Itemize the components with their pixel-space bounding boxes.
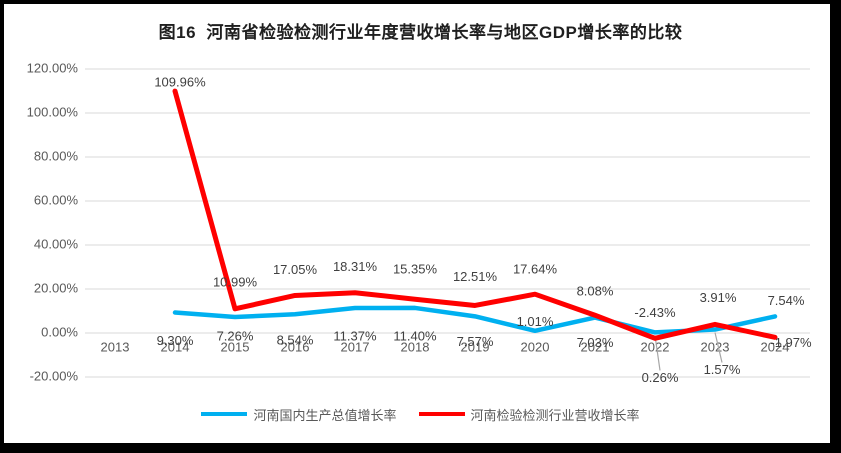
legend-line-swatch — [418, 412, 465, 416]
data-label: 3.91% — [700, 290, 737, 305]
y-axis-tick-label: 120.00% — [27, 60, 79, 75]
x-axis-tick-label: 2016 — [281, 339, 310, 354]
y-axis-tick-label: 100.00% — [27, 104, 79, 119]
legend-item: 河南检验检测行业营收增长率 — [418, 405, 640, 424]
chart-title: 图16 河南省检验检测行业年度营收增长率与地区GDP增长率的比较 — [158, 23, 683, 42]
x-axis-tick-label: 2017 — [341, 339, 370, 354]
data-label: 15.35% — [393, 262, 438, 277]
chart-stage: 图16 河南省检验检测行业年度营收增长率与地区GDP增长率的比较 120.00%… — [4, 4, 830, 443]
data-label: 109.96% — [154, 75, 206, 90]
x-axis-tick-label: 2013 — [101, 339, 130, 354]
data-label: 10.99% — [213, 274, 258, 289]
label-leader-line — [714, 332, 723, 363]
y-axis-tick-label: 0.00% — [41, 324, 78, 339]
data-label: 18.31% — [333, 259, 378, 274]
data-label: 9.30% — [157, 333, 194, 348]
x-axis-tick-label: 2020 — [521, 339, 550, 354]
chart-plot-area: 120.00% 100.00% 80.00% 60.00% 40.00% 20.00% 0.… — [27, 60, 812, 385]
data-label: 8.54% — [277, 333, 314, 348]
x-axis-tick-label: 2021 — [581, 339, 610, 354]
x-axis-tick-label: 2019 — [461, 339, 490, 354]
legend-label: 河南检验检测行业营收增长率 — [470, 407, 640, 423]
data-label: 17.64% — [513, 262, 558, 277]
label-leader-line — [654, 335, 661, 371]
data-label: 11.37% — [333, 328, 377, 343]
y-axis-tick-label: 40.00% — [34, 236, 79, 251]
data-label: -2.43% — [634, 305, 676, 320]
data-label: 7.54% — [768, 293, 805, 308]
y-axis-tick-label: -20.00% — [30, 368, 79, 383]
series-line-testing-revenue-growth — [172, 88, 778, 341]
data-label: 1.57% — [704, 362, 741, 377]
y-axis-tick-label: 60.00% — [34, 192, 79, 207]
data-label: 7.57% — [457, 334, 494, 349]
legend-item: 河南国内生产总值增长率 — [201, 405, 397, 424]
legend-line-swatch — [201, 412, 248, 416]
x-axis-tick-label: 2014 — [161, 339, 190, 354]
data-label: 1.01% — [517, 314, 554, 329]
x-axis-tick-label: 2024 — [761, 339, 790, 354]
data-label: 8.08% — [577, 284, 614, 299]
data-label: 12.51% — [453, 269, 498, 284]
chart-background: 图16 河南省检验检测行业年度营收增长率与地区GDP增长率的比较 120.00%… — [4, 4, 830, 443]
series-line-gdp-growth — [172, 305, 778, 335]
data-label: 17.05% — [273, 262, 318, 277]
x-axis-tick-label: 2022 — [641, 339, 670, 354]
data-label: -1.97% — [770, 335, 812, 350]
x-axis-tick-label: 2023 — [701, 339, 730, 354]
x-axis-tick-label: 2018 — [401, 339, 430, 354]
legend: 河南国内生产总值增长率 河南检验检测行业营收增长率 — [4, 404, 830, 424]
y-axis-tick-label: 80.00% — [34, 148, 79, 163]
data-label: 7.03% — [577, 335, 614, 350]
data-label: 7.26% — [217, 328, 254, 343]
x-axis-tick-label: 2015 — [221, 339, 250, 354]
legend-label: 河南国内生产总值增长率 — [253, 407, 397, 423]
data-label: 11.40% — [393, 328, 437, 343]
y-axis-tick-label: 20.00% — [34, 280, 79, 295]
data-label: 0.26% — [642, 370, 679, 385]
